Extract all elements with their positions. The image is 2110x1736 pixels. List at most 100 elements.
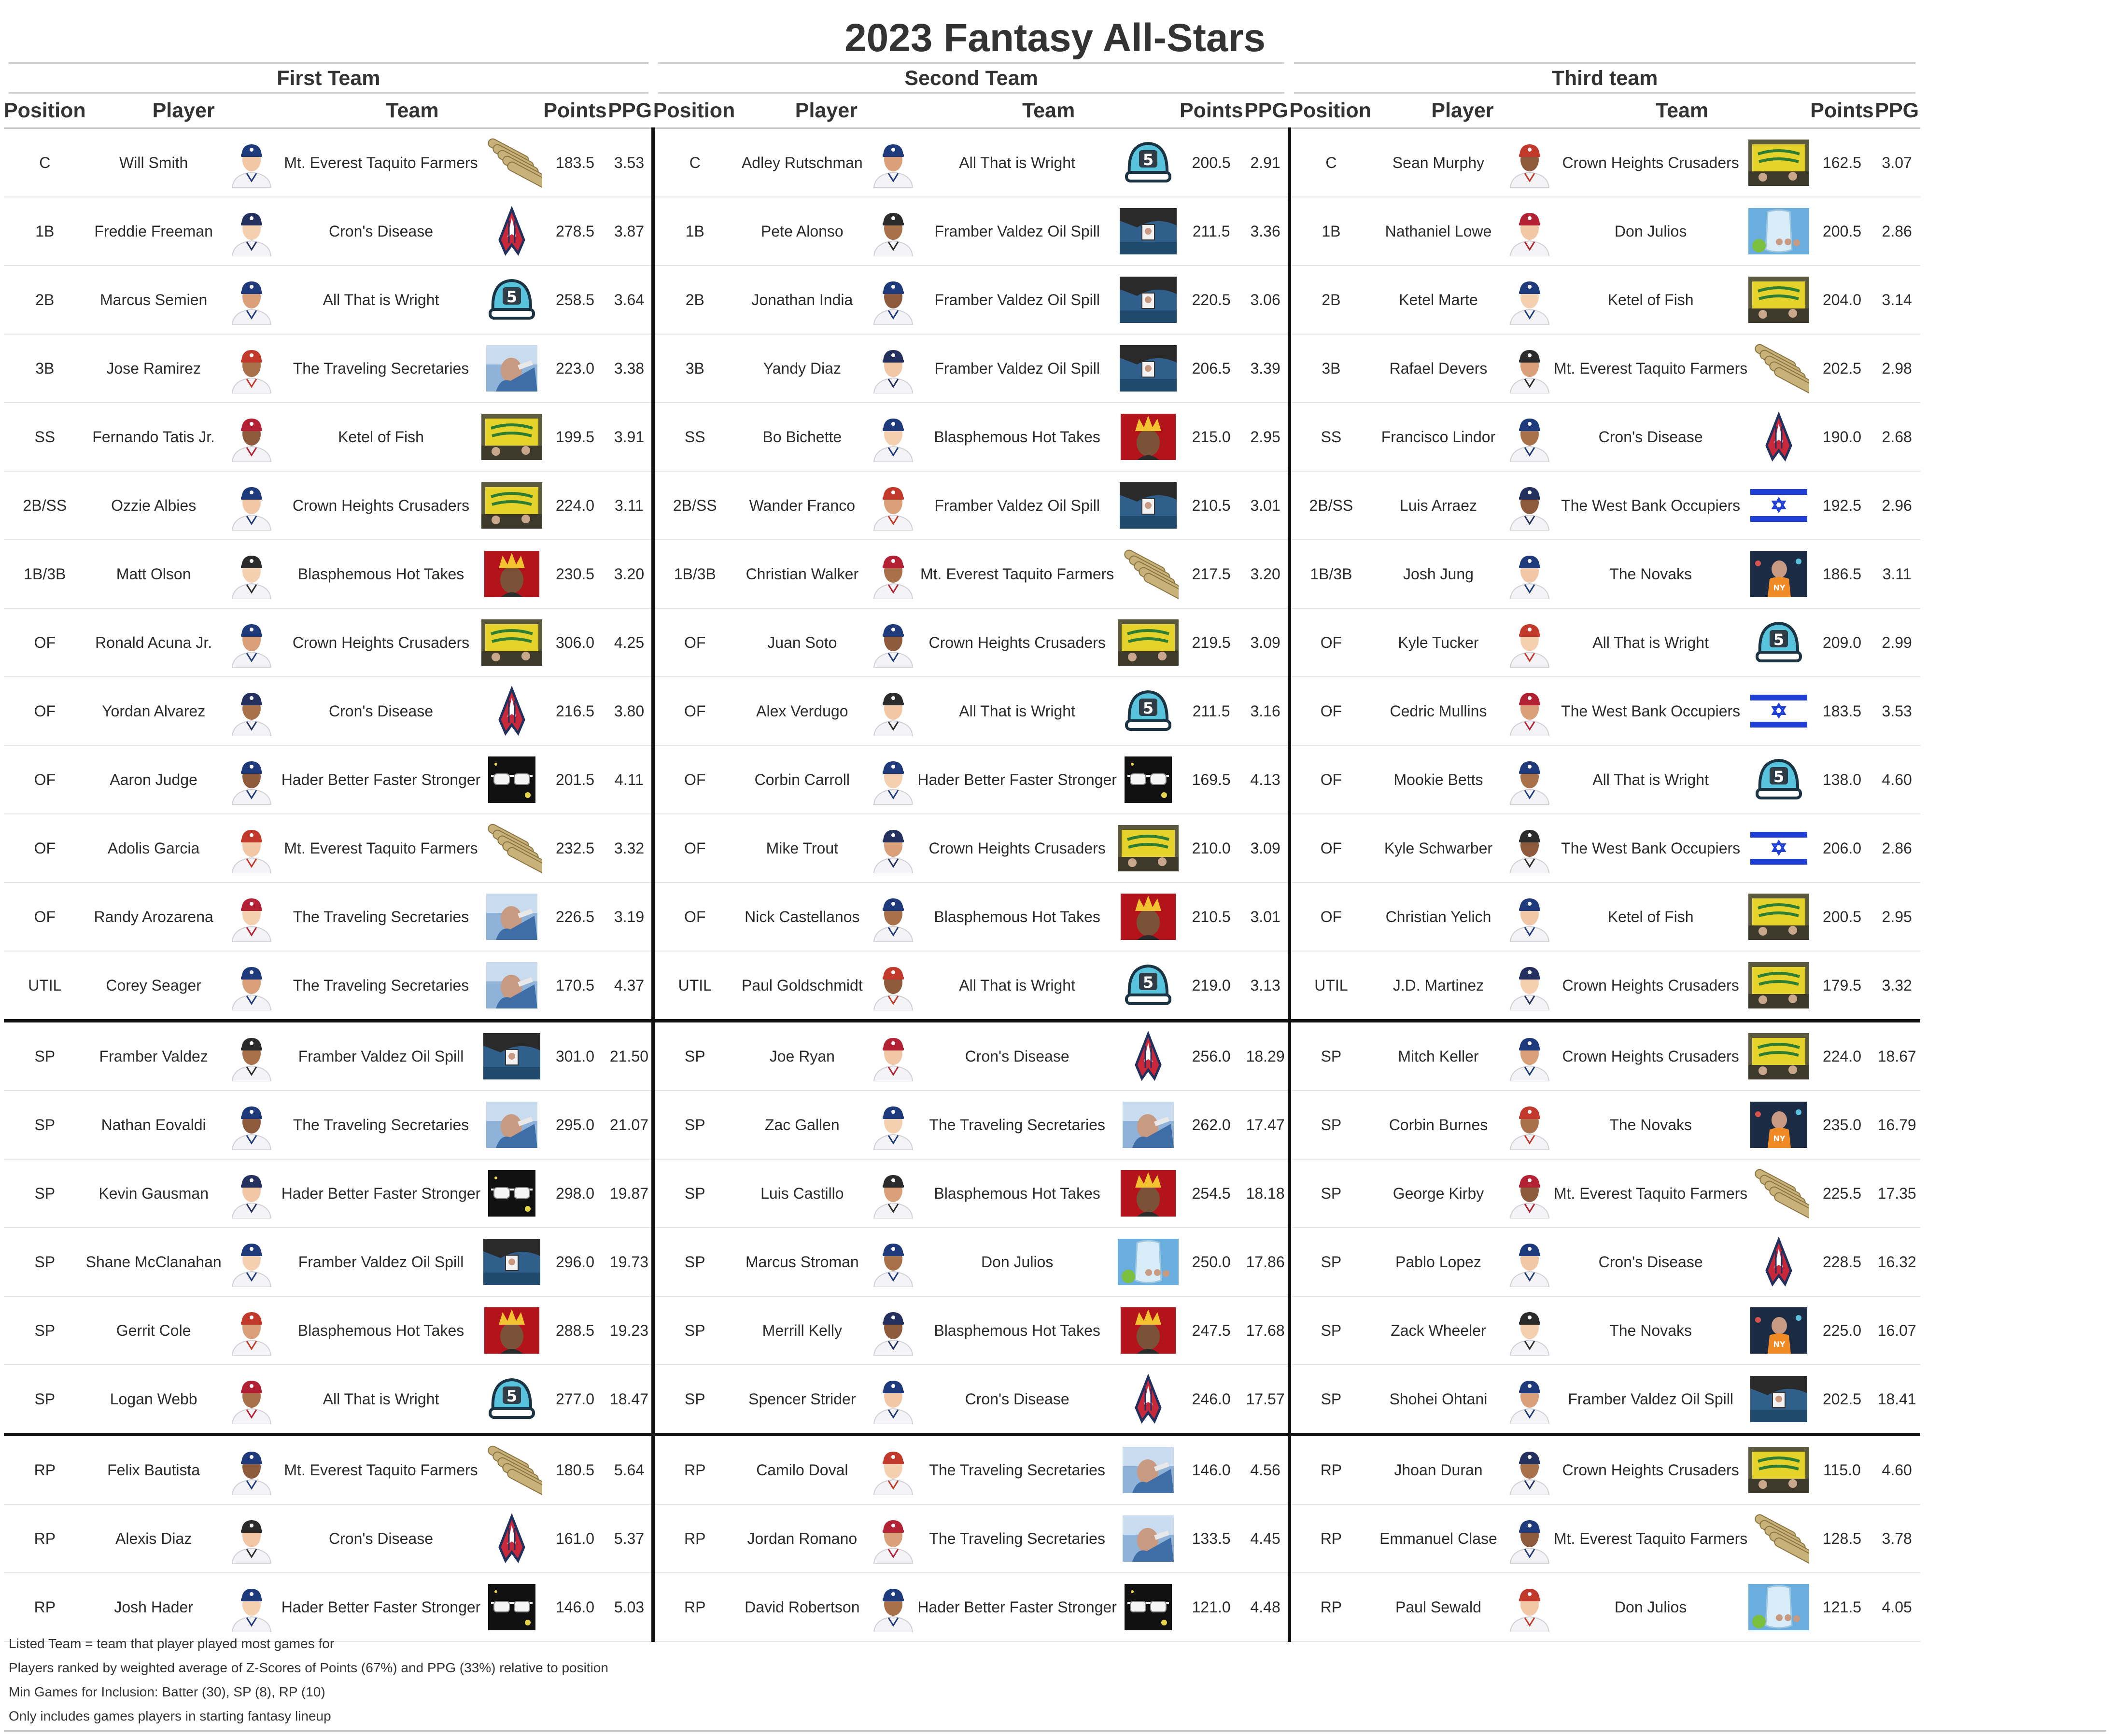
sunglasses-dark-logo [1118,1582,1179,1632]
points-value: 224.0 [543,471,607,540]
player-headshot [1505,1091,1554,1160]
player-headshot [1505,1433,1554,1505]
ppg-value: 19.23 [606,1296,653,1365]
player-headshot [869,266,918,335]
position-cell: OF [1287,745,1371,814]
team-logo [1116,814,1180,883]
position-cell: SP [651,1091,735,1160]
player-headshot-icon [227,755,276,805]
team-name: Blasphemous Hot Takes [281,540,481,609]
team-logo: 5 [1747,745,1811,814]
player-headshot [1505,1504,1554,1573]
team-name: Mt. Everest Taquito Farmers [281,1433,481,1505]
team-logo: 5 [480,1365,544,1435]
sunglasses-dark-logo [481,755,542,805]
column-header-points: Points [543,94,607,129]
ppg-value: 2.86 [1873,814,1920,883]
player-headshot [221,1433,281,1505]
team-logo [480,197,544,266]
points-value: 250.0 [1179,1228,1243,1297]
points-value: 223.0 [543,334,607,403]
ppg-value: 3.11 [606,471,653,540]
player-headshot-icon [869,1305,917,1356]
column-header-team: Team [281,94,544,129]
team-logo [1116,197,1180,266]
position-cell: 1B [4,197,86,266]
team-logo [1747,1433,1811,1505]
yellow-sign-photo-logo [1117,823,1179,873]
points-value: 216.5 [543,677,607,746]
ppg-value: 21.50 [606,1019,653,1091]
team-name: Blasphemous Hot Takes [917,882,1117,952]
team-name: Framber Valdez Oil Spill [917,266,1117,335]
ppg-value: 3.19 [606,882,653,952]
team-name: Hader Better Faster Stronger [281,745,481,814]
ppg-value: 16.32 [1873,1228,1920,1297]
ppg-value: 3.09 [1243,814,1290,883]
ppg-value: 3.13 [1243,951,1290,1022]
team-name: Don Julios [1553,197,1748,266]
ppg-value: 18.41 [1873,1365,1920,1435]
table-row: SP Logan Webb All That is Wright 5 277.0 18.4… [4,1365,1920,1435]
position-cell: OF [651,608,735,677]
group-title: Third team [1294,62,1915,94]
team-logo: NY [1747,1296,1811,1365]
column-header-player: Player [1371,94,1554,129]
ppg-value: 4.45 [1243,1504,1290,1573]
player-name: Nathaniel Lowe [1371,197,1505,266]
player-name: Fernando Tatis Jr. [85,403,222,472]
team-name: All That is Wright [281,266,481,335]
team-logo [1116,745,1180,814]
israel-flag-logo [1748,480,1809,531]
ppg-value: 3.38 [606,334,653,403]
player-name: Adley Rutschman [735,128,870,197]
player-name: Christian Walker [735,540,870,609]
taquito-stack-logo [1748,343,1811,394]
player-headshot-icon [1505,206,1554,257]
ppg-value: 3.36 [1243,197,1290,266]
team-logo [1116,540,1180,609]
points-value: 211.5 [1179,677,1243,746]
position-cell: 3B [1287,334,1371,403]
player-headshot [221,1504,281,1573]
points-value: 192.5 [1810,471,1874,540]
svg-text:5: 5 [1773,630,1784,649]
taquito-stack-logo [481,1445,544,1496]
points-value: 209.0 [1810,608,1874,677]
svg-text:5: 5 [1773,768,1784,786]
player-headshot [1505,128,1554,197]
player-headshot-icon [869,206,917,257]
points-value: 246.0 [1179,1365,1243,1435]
man-photo-blue-logo [1118,1445,1179,1495]
player-name: Framber Valdez [85,1019,222,1091]
crowned-portrait-red-logo [481,1305,542,1356]
player-name: Ronald Acuna Jr. [85,608,222,677]
player-name: Cedric Mullins [1371,677,1505,746]
sunglasses-dark-logo [1118,755,1179,805]
player-name: Jordan Romano [735,1504,870,1573]
team-name: All That is Wright [1553,745,1748,814]
position-cell: SP [1287,1159,1371,1228]
ppg-value: 3.20 [606,540,653,609]
basketball-photo-logo: NY [1748,549,1809,599]
player-headshot-icon [1505,549,1554,600]
player-headshot-icon [227,1100,276,1150]
oil-spill-photo-logo [481,1237,542,1287]
player-headshot-icon [869,549,917,600]
yellow-sign-photo-logo [1117,617,1179,668]
ppg-value: 21.07 [606,1091,653,1160]
player-name: Nathan Eovaldi [85,1091,222,1160]
player-headshot-icon [1505,617,1554,668]
column-header-team: Team [917,94,1180,129]
position-cell: 1B/3B [1287,540,1371,609]
player-headshot-icon [869,617,917,668]
group-header: First Team [4,59,653,94]
points-value: 186.5 [1810,540,1874,609]
team-logo [1116,608,1180,677]
ppg-value: 19.73 [606,1228,653,1297]
points-value: 190.0 [1810,403,1874,472]
position-cell: OF [1287,677,1371,746]
position-cell: OF [1287,814,1371,883]
player-name: Felix Bautista [85,1433,222,1505]
svg-text:5: 5 [506,1387,517,1405]
